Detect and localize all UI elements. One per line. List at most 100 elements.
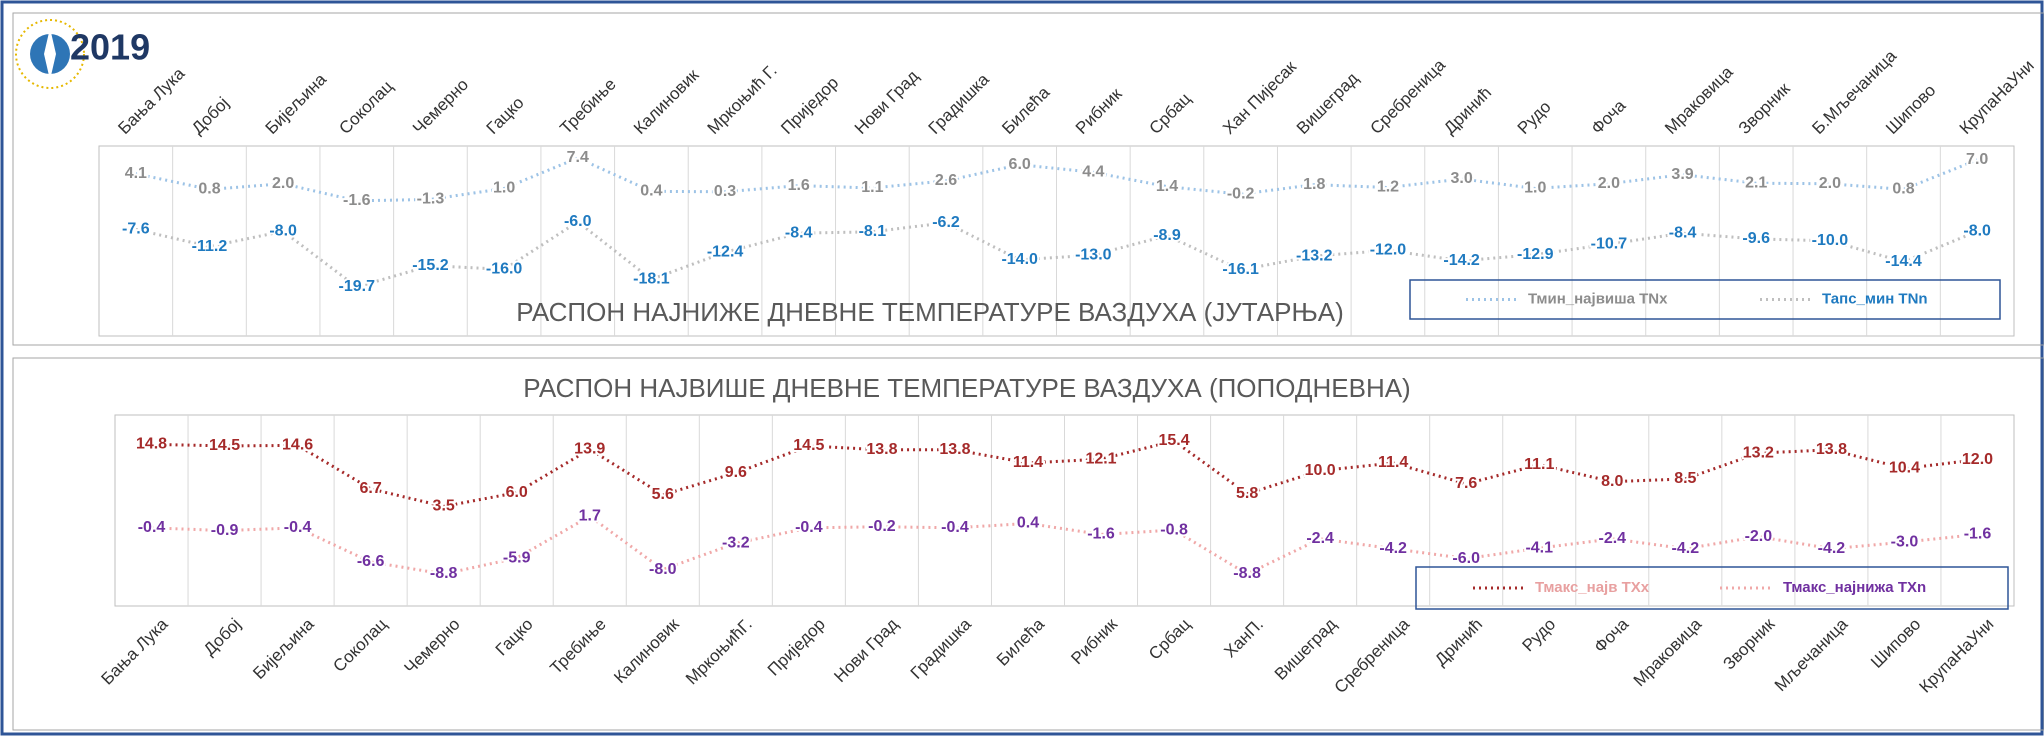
data-label: -9.6 (1742, 230, 1770, 247)
data-label: 8.5 (1674, 470, 1696, 487)
data-label: 1.1 (861, 179, 883, 196)
data-label: -1.3 (417, 191, 445, 208)
data-label: -0.2 (868, 518, 896, 535)
panel-top (12, 12, 2044, 346)
data-label: 10.4 (1889, 460, 1920, 477)
data-label: 4.4 (1082, 163, 1104, 180)
data-label: 1.0 (1524, 180, 1546, 197)
data-label: -16.0 (486, 261, 523, 278)
series-line (135, 219, 1978, 289)
data-label: 14.6 (282, 437, 313, 454)
legend-label: Тмакс_најв TXx (1535, 579, 1650, 596)
data-label: 0.8 (198, 181, 220, 198)
data-label: 6.0 (1009, 156, 1031, 173)
data-label: 2.6 (935, 172, 957, 189)
data-label: -4.1 (1525, 539, 1553, 556)
data-label: 1.8 (1303, 176, 1325, 193)
data-label: -8.8 (1233, 565, 1261, 582)
data-label: 2.0 (1598, 175, 1620, 192)
data-label: 7.6 (1455, 475, 1477, 492)
legend-label: Тмин_највиша TNx (1528, 290, 1668, 307)
data-label: -8.4 (785, 224, 813, 241)
data-label: -14.4 (1885, 253, 1922, 270)
data-label: -12.9 (1517, 246, 1554, 263)
data-label: 2.1 (1745, 174, 1767, 191)
data-label: 5.6 (652, 486, 674, 503)
data-label: -2.4 (1306, 530, 1334, 547)
data-label: 2.0 (1819, 175, 1841, 192)
logo-year: 2019 (70, 27, 150, 68)
data-label: 1.0 (493, 180, 515, 197)
data-label: 11.1 (1524, 456, 1554, 473)
data-label: 13.8 (939, 441, 970, 458)
data-label: -1.6 (1087, 526, 1115, 543)
data-label: -12.0 (1370, 242, 1407, 259)
chart-title: РАСПОН НАЈВИШЕ ДНЕВНЕ ТЕМПЕРАТУРЕ ВАЗДУХ… (523, 373, 1410, 403)
data-label: -3.0 (1891, 533, 1919, 550)
data-label: -14.0 (1001, 251, 1038, 268)
data-label: -8.8 (430, 565, 458, 582)
data-label: -8.0 (1963, 223, 1991, 240)
data-label: -4.2 (1672, 540, 1700, 557)
data-label: -6.0 (564, 213, 592, 230)
data-label: 9.6 (725, 464, 747, 481)
logo (15, 19, 85, 89)
data-label: 10.0 (1305, 462, 1336, 479)
data-label: -2.4 (1598, 530, 1626, 547)
data-label: 14.5 (793, 437, 824, 454)
data-label: 2.0 (272, 175, 294, 192)
data-label: -0.9 (211, 522, 239, 539)
data-label: -11.2 (192, 238, 228, 255)
data-label: -8.0 (649, 561, 677, 578)
data-label: -4.2 (1379, 540, 1407, 557)
data-label: 14.5 (209, 437, 240, 454)
data-label: -1.6 (343, 192, 371, 209)
panel-bottom (12, 357, 2044, 731)
data-label: 11.4 (1013, 454, 1043, 471)
data-label: -0.4 (941, 519, 969, 536)
data-label: 0.4 (1017, 515, 1039, 532)
series-line (151, 514, 1978, 576)
data-label: -5.9 (503, 549, 531, 566)
data-label: -13.0 (1075, 246, 1112, 263)
data-label: -2.0 (1745, 528, 1773, 545)
data-label: -14.2 (1443, 252, 1480, 269)
data-label: -13.2 (1296, 247, 1333, 264)
data-label: 1.7 (579, 508, 601, 525)
data-label: -8.0 (269, 223, 297, 240)
data-label: -6.2 (932, 214, 960, 231)
chart-title: РАСПОН НАЈНИЖЕ ДНЕВНЕ ТЕМПЕРАТУРЕ ВАЗДУХ… (516, 297, 1343, 327)
data-label: -10.0 (1812, 232, 1849, 249)
data-label: -6.6 (357, 553, 385, 570)
data-label: -19.7 (339, 278, 376, 295)
data-label: 5.8 (1236, 485, 1258, 502)
data-label: -0.4 (138, 519, 166, 536)
legend-box (1415, 566, 2009, 610)
data-label: 7.4 (567, 149, 589, 166)
data-label: -6.0 (1452, 550, 1480, 567)
data-label: -16.1 (1222, 261, 1259, 278)
data-label: 3.0 (1450, 170, 1472, 187)
data-label: -4.2 (1818, 540, 1846, 557)
data-label: -15.2 (412, 257, 449, 274)
data-label: -8.1 (859, 223, 887, 240)
data-label: -10.7 (1591, 235, 1628, 252)
logo-rays (15, 19, 85, 89)
data-label: 0.4 (640, 183, 662, 200)
data-label: 3.5 (433, 498, 455, 515)
data-label: -8.4 (1669, 224, 1697, 241)
data-label: -0.4 (795, 519, 823, 536)
data-label: 1.6 (788, 177, 810, 194)
data-label: 0.3 (714, 183, 736, 200)
data-label: -8.9 (1153, 227, 1181, 244)
data-label: 7.0 (1966, 151, 1988, 168)
data-label: 6.7 (360, 480, 382, 497)
data-label: -3.2 (722, 534, 750, 551)
data-label: 1.2 (1377, 179, 1399, 196)
data-label: 13.8 (866, 441, 897, 458)
data-label: -18.1 (633, 271, 670, 288)
data-label: -7.6 (122, 221, 150, 238)
data-label: -1.6 (1964, 526, 1992, 543)
data-label: 11.4 (1378, 454, 1408, 471)
